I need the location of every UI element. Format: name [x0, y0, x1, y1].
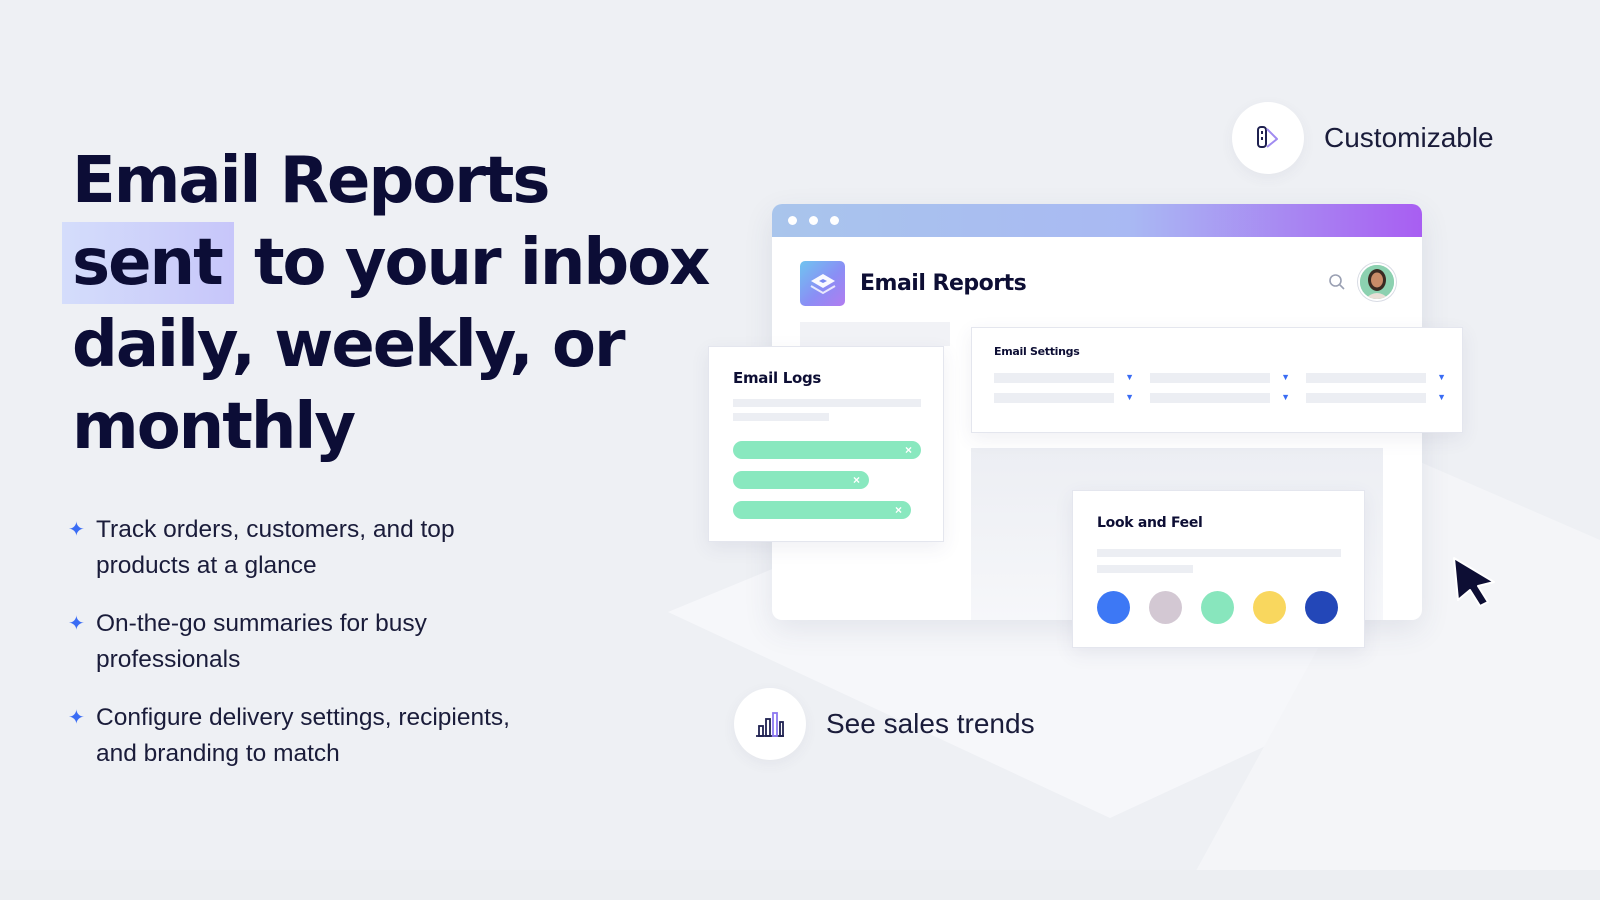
sparkle-icon: ✦ — [68, 707, 85, 729]
bar-chart-icon — [756, 712, 784, 737]
window-dot — [809, 216, 818, 225]
feature-icon-circle — [734, 688, 806, 760]
color-swatch[interactable] — [1253, 591, 1286, 624]
headline-line-2-rest: to your inbox — [233, 226, 710, 300]
remove-icon[interactable]: × — [894, 503, 902, 517]
customizable-feature: Customizable — [1232, 102, 1494, 174]
look-and-feel-card: Look and Feel — [1072, 490, 1365, 648]
search-icon[interactable] — [1328, 273, 1346, 296]
placeholder-line — [733, 399, 921, 407]
remove-icon[interactable]: × — [852, 473, 860, 487]
settings-select[interactable]: ▼ — [994, 372, 1134, 383]
bullet-text-line: On-the-go summaries for busy — [96, 610, 427, 637]
email-settings-card: Email Settings ▼ ▼ ▼ ▼ ▼ ▼ — [971, 327, 1463, 433]
email-logs-card: Email Logs × × × — [708, 346, 944, 542]
window-dot — [788, 216, 797, 225]
content-placeholder — [800, 322, 950, 346]
bullet-text: Track orders, customers, and top product… — [96, 512, 455, 584]
bullet-text: On-the-go summaries for busy professiona… — [96, 606, 427, 678]
app-header: Email Reports — [772, 237, 1422, 329]
user-avatar[interactable] — [1358, 263, 1396, 301]
sales-trends-feature: See sales trends — [734, 688, 1035, 760]
sparkle-icon: ✦ — [68, 519, 85, 541]
bullet-text-line: and branding to match — [96, 740, 340, 767]
settings-select[interactable]: ▼ — [994, 392, 1134, 403]
card-title: Email Settings — [994, 345, 1080, 358]
bullet-text-line: Track orders, customers, and top — [96, 516, 455, 543]
settings-select[interactable]: ▼ — [1306, 372, 1446, 383]
headline-highlight: sent — [62, 222, 234, 304]
dropdown-caret-icon: ▼ — [1437, 392, 1446, 402]
bullet-text-line: Configure delivery settings, recipients, — [96, 704, 510, 731]
dropdown-caret-icon: ▼ — [1437, 372, 1446, 382]
placeholder-line — [1097, 549, 1341, 557]
placeholder-line — [733, 413, 829, 421]
color-swatch[interactable] — [1305, 591, 1338, 624]
headline: Email Reports sent to your inbox daily, … — [62, 140, 732, 468]
app-title: Email Reports — [860, 270, 1027, 296]
headline-line-2: sent to your inbox — [62, 222, 732, 304]
remove-icon[interactable]: × — [904, 443, 912, 457]
mouse-cursor-icon — [1453, 557, 1495, 607]
card-title: Email Logs — [733, 369, 822, 387]
placeholder-line — [1097, 565, 1193, 573]
color-swatch[interactable] — [1149, 591, 1182, 624]
headline-line-4: monthly — [72, 390, 356, 464]
log-entry-pill: × — [733, 441, 921, 459]
color-swatch[interactable] — [1201, 591, 1234, 624]
dropdown-caret-icon: ▼ — [1125, 372, 1134, 382]
app-logo-icon — [800, 260, 845, 306]
settings-select[interactable]: ▼ — [1150, 372, 1290, 383]
feature-icon-circle — [1232, 102, 1304, 174]
log-entry-pill: × — [733, 471, 869, 489]
window-dot — [830, 216, 839, 225]
headline-line-1: Email Reports — [72, 144, 550, 218]
bullet-item: ✦ Configure delivery settings, recipient… — [68, 700, 588, 772]
settings-select[interactable]: ▼ — [1306, 392, 1446, 403]
feature-bullet-list: ✦ Track orders, customers, and top produ… — [68, 512, 588, 794]
settings-select[interactable]: ▼ — [1150, 392, 1290, 403]
window-titlebar — [772, 204, 1422, 237]
feature-label: Customizable — [1324, 122, 1494, 153]
bullet-text-line: professionals — [96, 646, 241, 673]
headline-line-3: daily, weekly, or — [72, 308, 626, 382]
bullet-item: ✦ Track orders, customers, and top produ… — [68, 512, 588, 584]
color-swatch[interactable] — [1097, 591, 1130, 624]
bullet-text: Configure delivery settings, recipients,… — [96, 700, 510, 772]
dropdown-caret-icon: ▼ — [1281, 392, 1290, 402]
card-title: Look and Feel — [1097, 515, 1203, 531]
dropdown-caret-icon: ▼ — [1281, 372, 1290, 382]
palette-brush-icon — [1257, 126, 1278, 148]
bullet-item: ✦ On-the-go summaries for busy professio… — [68, 606, 588, 678]
sparkle-icon: ✦ — [68, 613, 85, 635]
log-entry-pill: × — [733, 501, 911, 519]
feature-label: See sales trends — [826, 708, 1035, 739]
bullet-text-line: products at a glance — [96, 552, 317, 579]
dropdown-caret-icon: ▼ — [1125, 392, 1134, 402]
